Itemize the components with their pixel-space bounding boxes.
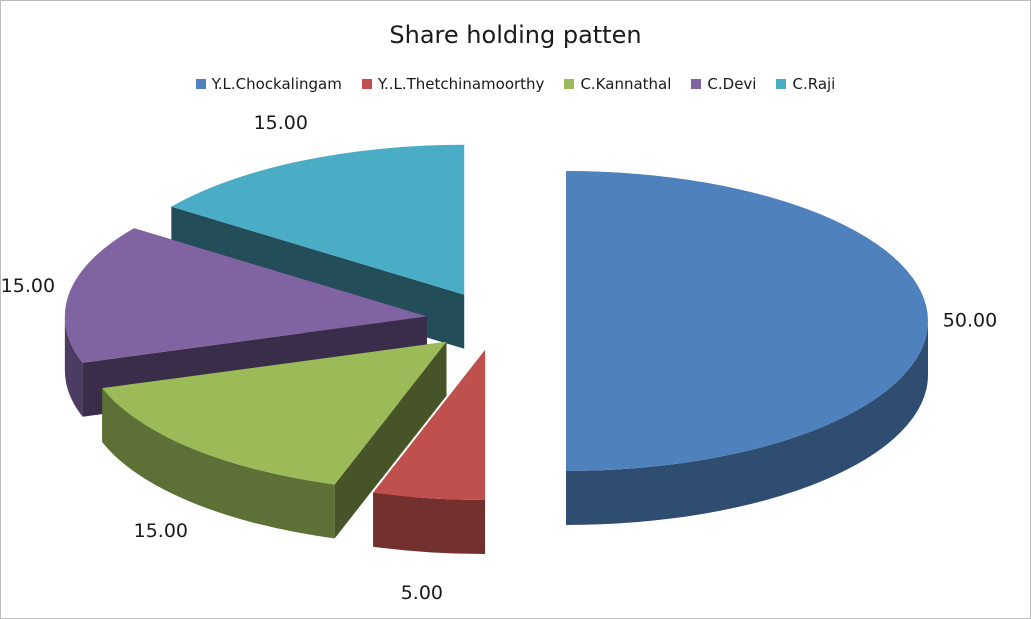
slice-top-face — [373, 350, 486, 501]
legend-item: C.Devi — [691, 75, 756, 93]
data-label: 50.00 — [943, 310, 997, 332]
legend-label: Y.L.Chockalingam — [211, 75, 342, 93]
data-label: 15.00 — [1, 275, 55, 297]
legend-item: C.Kannathal — [564, 75, 671, 93]
pie-slice — [373, 350, 486, 555]
pie-slice — [566, 171, 928, 525]
legend-swatch — [776, 79, 787, 89]
legend-swatch — [691, 79, 702, 89]
legend-item: Y..L.Thetchinamoorthy — [361, 75, 545, 93]
chart-title: Share holding patten — [389, 21, 642, 49]
data-label: 15.00 — [134, 520, 188, 542]
data-label: 5.00 — [401, 582, 443, 604]
legend-swatch — [564, 79, 575, 89]
data-label: 15.00 — [254, 112, 308, 134]
slice-outer-wall — [566, 321, 928, 525]
legend-swatch — [361, 79, 372, 89]
legend-item: C.Raji — [776, 75, 835, 93]
slice-top-face — [64, 228, 427, 363]
legend-label: Y..L.Thetchinamoorthy — [377, 75, 545, 93]
slice-outer-wall — [64, 316, 83, 417]
pie-slice — [102, 341, 447, 539]
legend-item: Y.L.Chockalingam — [195, 75, 342, 93]
legend-label: C.Kannathal — [580, 75, 672, 93]
slice-top-face — [566, 171, 928, 471]
slice-top-face — [102, 341, 447, 485]
slice-outer-wall — [373, 492, 486, 555]
legend: Y.L.Chockalingam Y..L.Thetchinamoorthy C… — [1, 75, 1030, 93]
slice-outer-wall — [102, 388, 335, 539]
legend-label: C.Raji — [792, 75, 836, 93]
slice-top-face — [171, 144, 465, 295]
legend-swatch — [195, 79, 206, 89]
legend-label: C.Devi — [707, 75, 757, 93]
